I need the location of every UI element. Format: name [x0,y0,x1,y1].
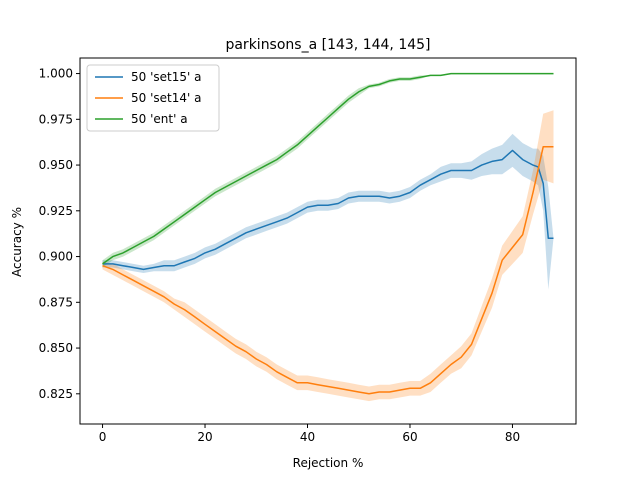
y-tick-label: 1.000 [39,67,73,81]
y-tick-label: 0.975 [39,112,73,126]
series-line-50-set14-a [102,146,554,395]
x-axis-label: Rejection % [293,456,364,470]
x-tick-label: 20 [197,430,212,444]
y-tick-label: 0.875 [39,295,73,309]
y-tick-label: 0.925 [39,204,73,218]
y-tick-label: 0.850 [39,341,73,355]
y-tick-label: 0.950 [39,158,73,172]
legend-label-ent: 50 'ent' a [131,112,188,126]
x-tick-label: 80 [505,430,520,444]
legend-box [86,64,220,132]
legend-label-set15: 50 'set15' a [131,70,201,84]
y-axis-label: Accuracy % [10,207,24,277]
series-line-50-ent-a [102,72,554,265]
series-lines [102,72,554,395]
y-tick-label: 0.900 [39,250,73,264]
x-tick-label: 0 [99,430,107,444]
axis-ticks: 0 20 40 60 80 0.825 0.850 0.875 0.900 0.925 0.950 0… [39,67,520,444]
plot-area-frame [79,57,577,425]
chart-title: parkinsons_a [143, 144, 145] [225,37,430,53]
y-tick-label: 0.825 [39,387,73,401]
x-tick-label: 40 [300,430,315,444]
band-50-set14-a [102,110,554,402]
legend-label-set14: 50 'set14' a [131,91,201,105]
legend: 50 'set15' a 50 'set14' a 50 'ent' a [86,64,220,132]
band-50-set15-a [102,133,554,290]
series-line-50-set15-a [102,149,554,271]
confidence-bands [102,73,554,402]
x-tick-label: 60 [402,430,417,444]
